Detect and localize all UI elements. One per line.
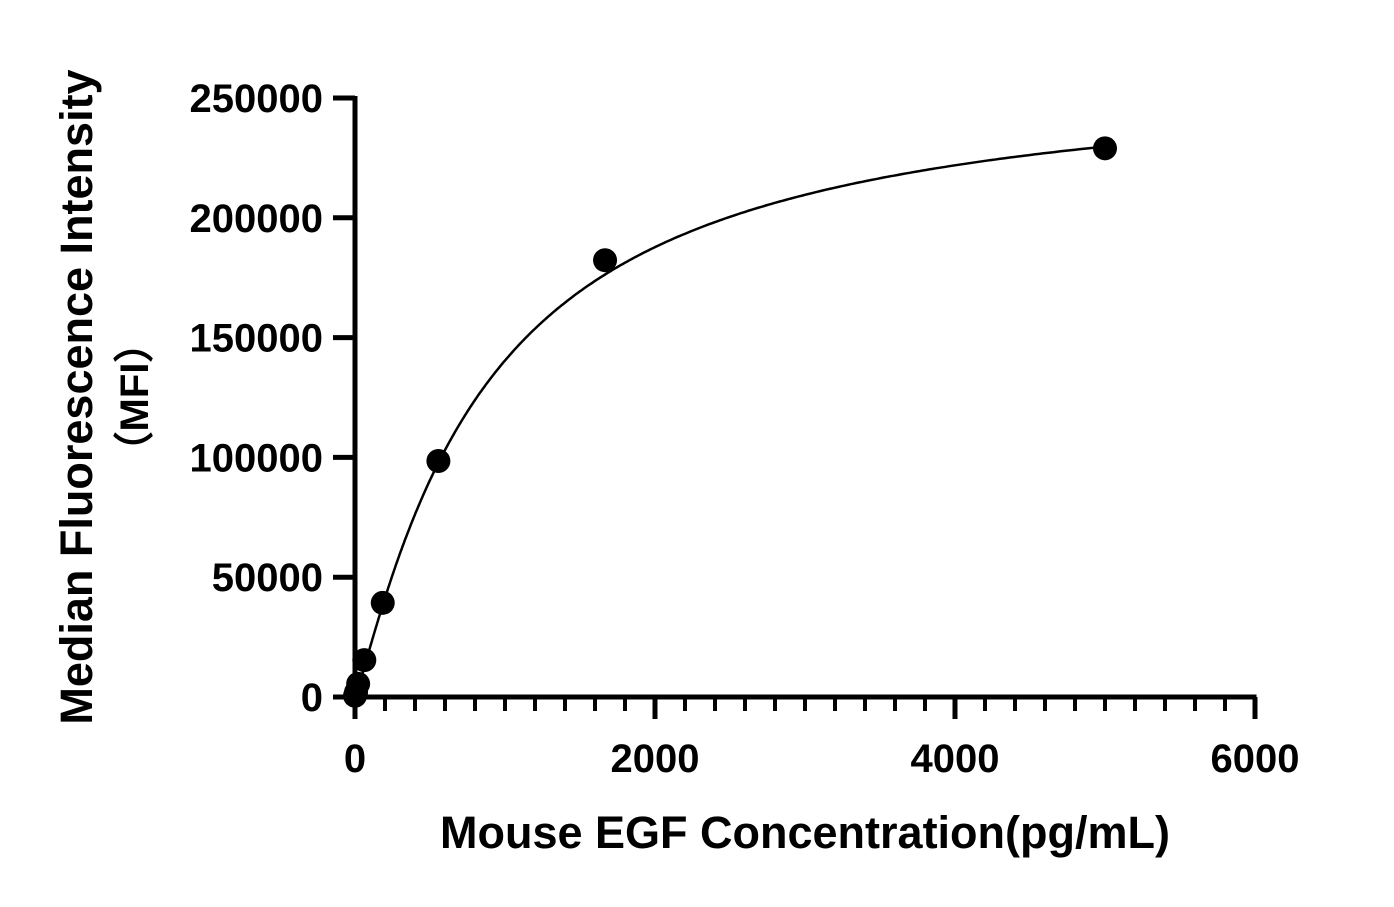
data-point xyxy=(1093,136,1117,161)
data-point xyxy=(370,590,395,615)
y-tick-label: 100000 xyxy=(190,436,323,480)
data-point xyxy=(593,248,618,273)
y-axis-label: Median Fluorescence Intensity xyxy=(51,69,102,724)
y-tick-label: 250000 xyxy=(190,77,323,121)
y-tick-label: 50000 xyxy=(212,556,323,600)
y-tick-label: 0 xyxy=(301,676,323,720)
x-tick-label: 4000 xyxy=(911,737,1000,781)
y-axis-label-unit: （MFI） xyxy=(113,323,157,472)
y-tick-label: 150000 xyxy=(190,317,323,361)
y-tick-label: 200000 xyxy=(190,197,323,241)
x-tick-label: 0 xyxy=(344,737,366,781)
data-point xyxy=(352,648,377,673)
data-point xyxy=(426,448,451,473)
x-axis-label: Mouse EGF Concentration(pg/mL) xyxy=(440,807,1170,858)
x-tick-label: 6000 xyxy=(1211,737,1300,781)
fit-curve xyxy=(353,145,1106,699)
data-point xyxy=(346,671,371,696)
x-tick-label: 2000 xyxy=(611,737,700,781)
